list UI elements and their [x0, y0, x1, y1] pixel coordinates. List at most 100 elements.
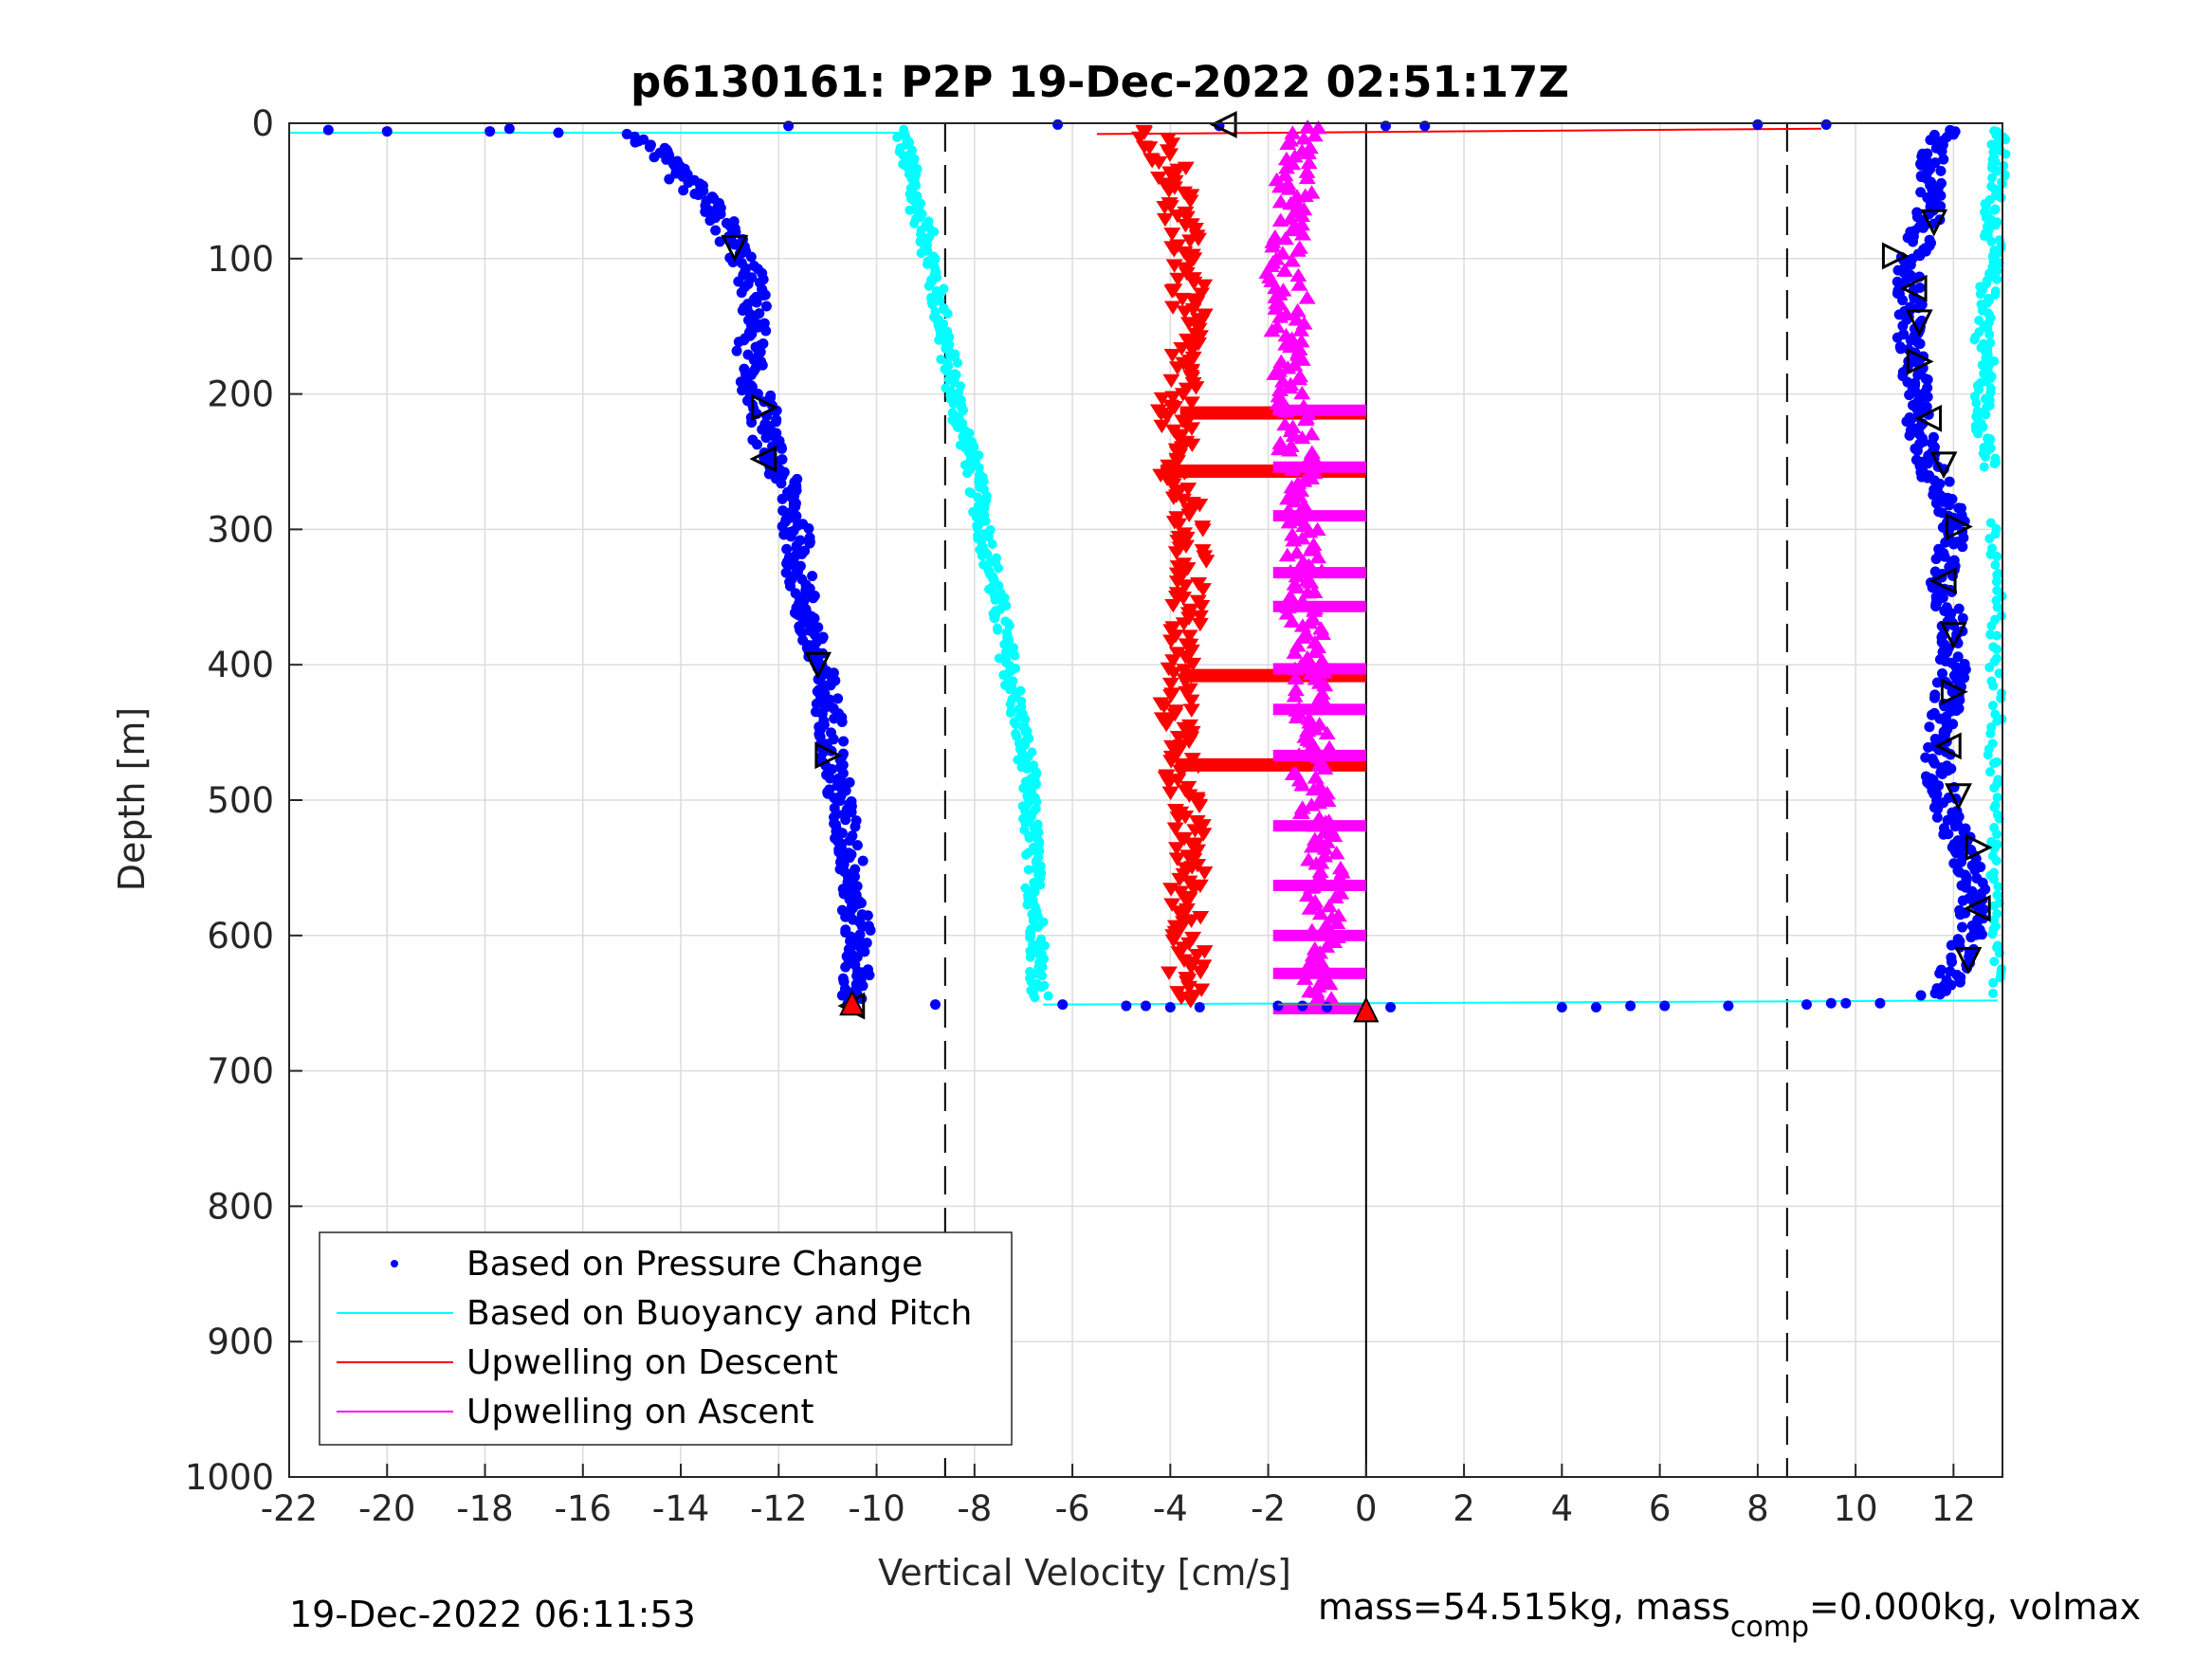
buoyancy-ascent-deep-point [1992, 716, 2002, 726]
pressure-ascent-point [1897, 295, 1909, 306]
pressure-ascent-point [1932, 803, 1944, 814]
pressure-ascent-point [1912, 370, 1924, 381]
pressure-ascent-point [1931, 811, 1943, 823]
descent-upwelling-marker [1168, 852, 1186, 866]
descent-upwelling-marker [1164, 666, 1182, 681]
pressure-outlier-point [1052, 118, 1064, 130]
ascent-upwelling-marker [1264, 238, 1282, 253]
pressure-descent-point [809, 629, 820, 640]
x-axis-ticks: -22 -20 -18 -16 -14 -12 -10 -8 -6 -4 -2 0 2 4 6 8 10 12 [261, 1464, 1976, 1529]
descent-upwelling-marker [1180, 508, 1198, 523]
pressure-ascent-point [1908, 236, 1919, 247]
ascent-upwelling-marker [1294, 629, 1312, 644]
buoyancy-descent-point [1020, 883, 1031, 893]
ascent-upwelling-marker [1276, 167, 1294, 182]
descent-upwelling-marker [1176, 721, 1194, 737]
ascent-upwelling-marker [1290, 277, 1308, 291]
pressure-descent-point [752, 439, 763, 450]
pressure-ascent-point [1957, 541, 1968, 553]
pressure-outlier-point [1874, 997, 1886, 1009]
buoyancy-ascent-deep-point [1989, 802, 2000, 812]
descent-upwelling-marker [1194, 523, 1212, 538]
descent-upwelling [1131, 124, 1216, 1009]
ascent-upwelling-marker [1302, 542, 1320, 556]
buoyancy-descent-point [990, 613, 1000, 624]
black-triangle-marker [1954, 947, 1983, 975]
buoyancy-descent-point [999, 639, 1010, 649]
descent-upwelling-marker [1168, 361, 1186, 375]
descent-upwelling-marker [1177, 579, 1195, 593]
pressure-ascent-point [1901, 416, 1912, 428]
descent-upwelling-marker [1193, 599, 1211, 614]
descent-surface-line [1096, 127, 1821, 136]
descent-upwelling-marker [1162, 374, 1180, 389]
descent-upwelling-marker [1164, 654, 1182, 668]
ascent-upwelling-marker [1266, 366, 1284, 380]
pressure-ascent-point [1934, 968, 1946, 979]
ascent-band [1272, 404, 1366, 416]
pressure-outlier-point [1801, 999, 1812, 1011]
ascent-upwelling-marker [1290, 747, 1308, 761]
ascent-upwelling-marker [1280, 502, 1298, 517]
pressure-descent-point [804, 538, 815, 549]
legend-label-ascent: Upwelling on Ascent [466, 1393, 814, 1431]
descent-upwelling-marker [1183, 422, 1201, 436]
descent-upwelling-marker [1166, 822, 1184, 836]
ascent-upwelling-marker [1309, 549, 1327, 564]
descent-upwelling-marker [1168, 842, 1186, 856]
pressure-descent-point [807, 571, 818, 582]
x-tick-label: 6 [1649, 1488, 1672, 1529]
buoyancy-descent-point [1032, 796, 1042, 807]
ascent-upwelling-marker [1288, 189, 1306, 203]
pressure-outlier-point [1194, 1001, 1205, 1012]
pressure-ascent-point [1944, 476, 1955, 487]
x-tick-label: -22 [261, 1488, 318, 1529]
pressure-descent-point [785, 580, 796, 592]
pressure-ascent-point [1922, 458, 1933, 469]
ascent-upwelling-marker [1310, 868, 1328, 883]
x-tick-label: -12 [750, 1488, 807, 1529]
buoyancy-ascent-point [1999, 160, 2009, 171]
buoyancy-descent-point [1022, 900, 1033, 910]
pressure-ascent-point [1897, 320, 1909, 332]
ascent-upwelling-marker [1318, 725, 1336, 740]
ascent-upwelling-marker [1315, 825, 1333, 839]
pressure-ascent-point [1969, 865, 1981, 876]
descent-upwelling-marker [1153, 392, 1171, 407]
pressure-ascent-point [1911, 445, 1923, 456]
buoyancy-descent-point [987, 538, 997, 549]
ascent-upwelling-marker [1301, 523, 1319, 538]
buoyancy-ascent-deep-point [1984, 534, 1995, 544]
legend-label-pressure: Based on Pressure Change [466, 1245, 923, 1284]
descent-upwelling-marker [1185, 883, 1203, 897]
ascent-upwelling-marker [1288, 545, 1306, 559]
descent-upwelling-marker [1161, 677, 1179, 692]
pressure-ascent-point [1948, 538, 1960, 550]
buoyancy-ascent-point [1979, 231, 1989, 242]
pressure-descent-point [683, 177, 694, 189]
descent-upwelling-marker [1197, 555, 1216, 569]
pressure-ascent-point [1954, 909, 1965, 921]
buoyancy-ascent-point [1979, 462, 1989, 472]
buoyancy-descent-point [993, 625, 1003, 635]
red-triangle-marker [1353, 996, 1380, 1023]
black-triangle-marker [751, 393, 779, 422]
buoyancy-descent-point [1018, 783, 1029, 793]
pressure-ascent-point [1927, 709, 1938, 720]
black-triangle-marker [1906, 347, 1934, 375]
pressure-descent-point [832, 693, 844, 704]
ascent-upwelling-marker [1313, 563, 1331, 577]
black-triangle-marker [1920, 209, 1948, 237]
pressure-descent-point [777, 493, 788, 504]
ascent-upwelling-marker [1278, 547, 1296, 562]
pressure-descent-point [781, 543, 793, 555]
buoyancy-ascent-deep-point [1983, 750, 1993, 760]
x-tick-label: 8 [1746, 1488, 1769, 1529]
buoyancy-ascent-point [1981, 410, 1991, 420]
ascent-upwelling-marker [1298, 290, 1316, 304]
descent-upwelling-marker [1189, 844, 1207, 858]
descent-upwelling-marker [1170, 430, 1188, 446]
ascent-upwelling-marker [1306, 127, 1324, 142]
footer-mass-info: mass=54.515kg, masscomp=0.000kg, volmax [1318, 1586, 2141, 1644]
